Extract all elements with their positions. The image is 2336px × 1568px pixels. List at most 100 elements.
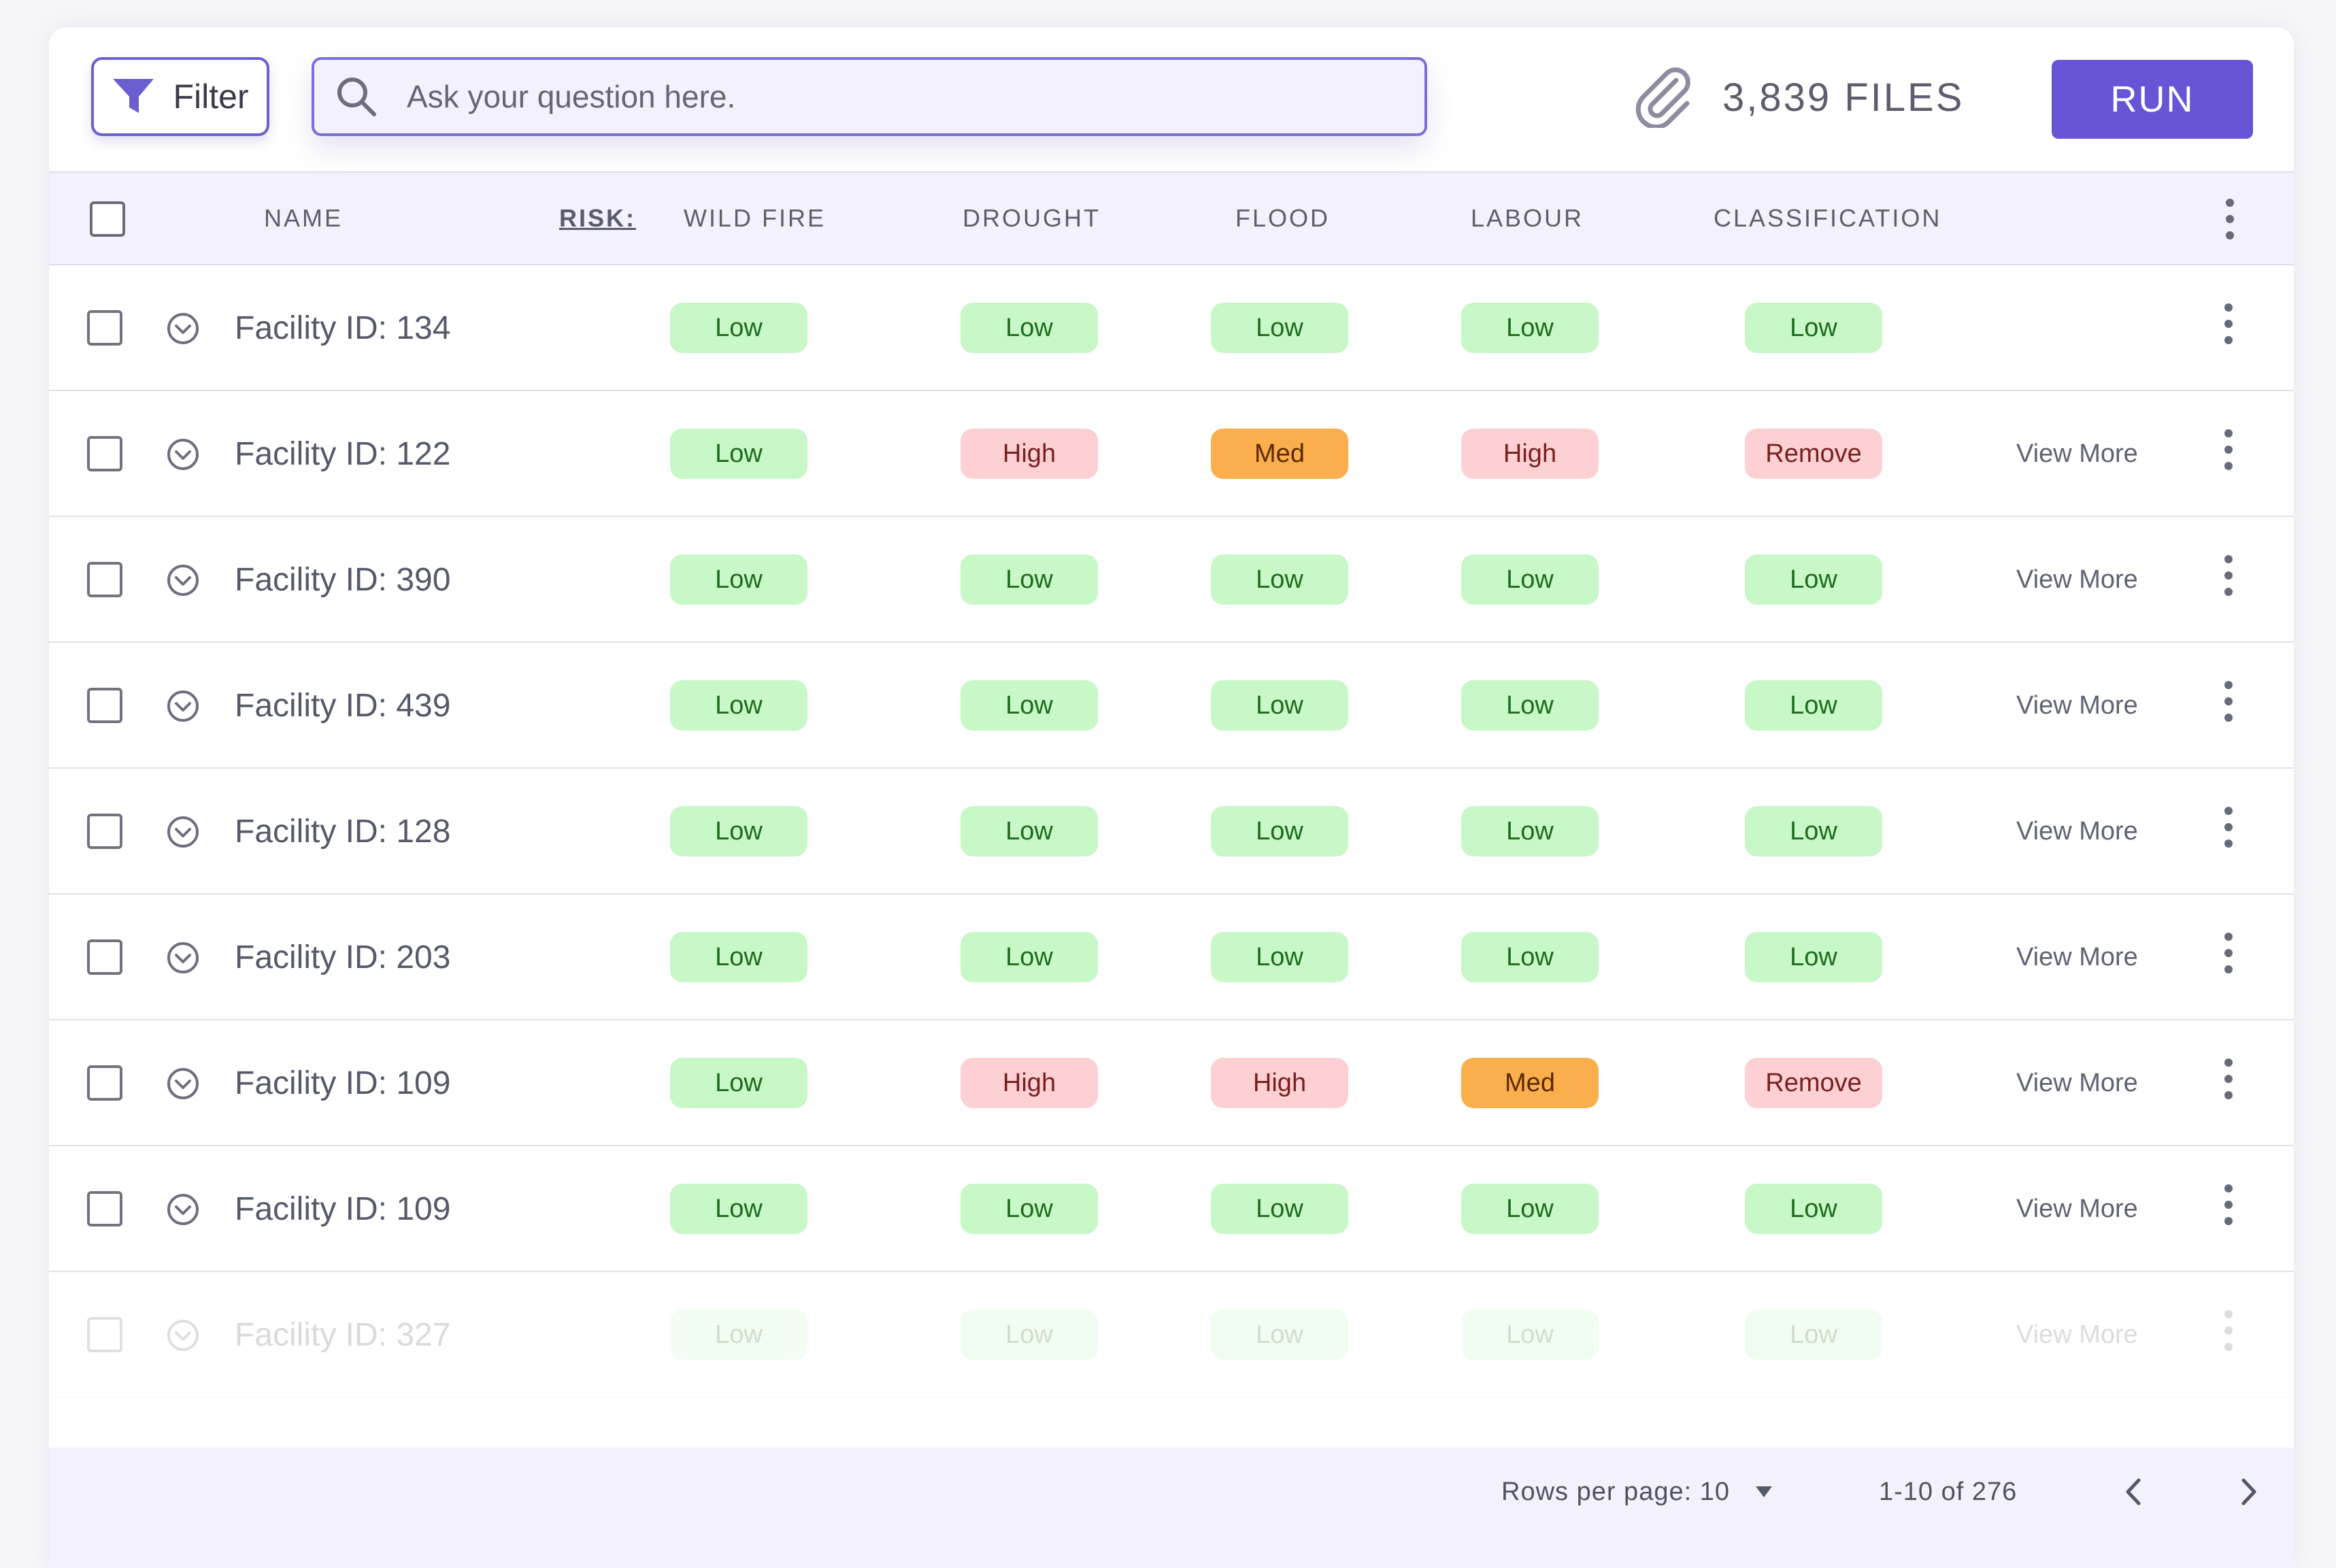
search-icon <box>337 78 376 116</box>
wildfire-risk-badge: Low <box>670 932 807 982</box>
facility-name: Facility ID: 122 <box>235 436 451 472</box>
header-drought[interactable]: DROUGHT <box>963 204 1101 232</box>
wildfire-risk-badge: Low <box>670 1058 807 1108</box>
expand-chevron-icon[interactable] <box>166 815 200 849</box>
classification-risk-badge: Low <box>1745 680 1882 731</box>
row-checkbox[interactable] <box>87 939 122 975</box>
classification-risk-badge: Remove <box>1745 429 1882 479</box>
expand-chevron-icon[interactable] <box>166 437 200 471</box>
filter-button[interactable]: Filter <box>91 57 269 136</box>
rows-per-page-select[interactable]: Rows per page: 10 <box>1501 1448 1773 1536</box>
row-more-icon[interactable] <box>2222 429 2235 470</box>
table-row[interactable]: Facility ID: 134 Low Low Low Low Low <box>49 265 2294 391</box>
view-more-link[interactable]: View More <box>2016 691 2138 720</box>
table-row[interactable]: Facility ID: 109 Low High High Med Remove View… <box>49 1020 2294 1146</box>
labour-risk-badge: Low <box>1461 1184 1599 1234</box>
header-labour[interactable]: LABOUR <box>1471 204 1584 232</box>
table-row[interactable]: Facility ID: 327 Low Low Low Low Low View More <box>49 1272 2294 1398</box>
run-button[interactable]: RUN <box>2052 60 2253 139</box>
next-page-icon[interactable] <box>2230 1473 2267 1510</box>
search-bar[interactable] <box>312 57 1427 136</box>
view-more-link[interactable]: View More <box>2016 1195 2138 1223</box>
facility-name: Facility ID: 128 <box>235 814 451 850</box>
labour-risk-badge: Low <box>1461 680 1599 731</box>
row-more-icon[interactable] <box>2222 1184 2235 1225</box>
results-card: Filter 3,839 FILES RUN NAME RISK: WILD F… <box>49 27 2294 1568</box>
wildfire-risk-badge: Low <box>670 1310 807 1360</box>
view-more-link[interactable]: View More <box>2016 943 2138 971</box>
flood-risk-badge: Low <box>1211 932 1348 982</box>
header-risk[interactable]: RISK: <box>559 204 636 232</box>
flood-risk-badge: Low <box>1211 1184 1348 1234</box>
page-range: 1-10 of 276 <box>1879 1478 2018 1506</box>
row-checkbox[interactable] <box>87 1065 122 1101</box>
classification-risk-badge: Low <box>1745 1184 1882 1234</box>
expand-chevron-icon[interactable] <box>166 1192 200 1227</box>
header-more-icon[interactable] <box>2223 199 2237 239</box>
row-checkbox[interactable] <box>87 1191 122 1227</box>
prev-page-icon[interactable] <box>2116 1473 2152 1510</box>
wildfire-risk-badge: Low <box>670 429 807 479</box>
row-more-icon[interactable] <box>2222 303 2235 344</box>
row-more-icon[interactable] <box>2222 1310 2235 1351</box>
classification-risk-badge: Low <box>1745 1310 1882 1360</box>
view-more-link[interactable]: View More <box>2016 817 2138 846</box>
drought-risk-badge: Low <box>961 1310 1098 1360</box>
facility-name: Facility ID: 203 <box>235 939 451 975</box>
header-flood[interactable]: FLOOD <box>1235 204 1331 232</box>
facility-name: Facility ID: 134 <box>235 310 451 346</box>
view-more-link[interactable]: View More <box>2016 1069 2138 1097</box>
expand-chevron-icon[interactable] <box>166 1067 200 1101</box>
funnel-icon <box>113 79 154 113</box>
row-more-icon[interactable] <box>2222 681 2235 722</box>
wildfire-risk-badge: Low <box>670 680 807 731</box>
expand-chevron-icon[interactable] <box>166 689 200 723</box>
drought-risk-badge: High <box>961 429 1098 479</box>
row-checkbox[interactable] <box>87 562 122 597</box>
row-more-icon[interactable] <box>2222 1058 2235 1099</box>
table-row[interactable]: Facility ID: 122 Low High Med High Remove View… <box>49 391 2294 517</box>
expand-chevron-icon[interactable] <box>166 941 200 975</box>
row-more-icon[interactable] <box>2222 933 2235 973</box>
view-more-link[interactable]: View More <box>2016 1320 2138 1349</box>
drought-risk-badge: Low <box>961 303 1098 353</box>
row-checkbox[interactable] <box>87 688 122 723</box>
flood-risk-badge: Low <box>1211 680 1348 731</box>
header-classification[interactable]: CLASSIFICATION <box>1714 204 1942 232</box>
table-row[interactable]: Facility ID: 390 Low Low Low Low Low View More <box>49 517 2294 643</box>
wildfire-risk-badge: Low <box>670 303 807 353</box>
labour-risk-badge: High <box>1461 429 1599 479</box>
facility-name: Facility ID: 439 <box>235 688 451 724</box>
row-more-icon[interactable] <box>2222 555 2235 596</box>
header-wildfire[interactable]: WILD FIRE <box>684 204 827 232</box>
row-checkbox[interactable] <box>87 1317 122 1352</box>
header-name[interactable]: NAME <box>264 204 344 232</box>
flood-risk-badge: Low <box>1211 554 1348 605</box>
flood-risk-badge: Med <box>1211 429 1348 479</box>
labour-risk-badge: Low <box>1461 303 1599 353</box>
search-input[interactable] <box>405 78 1361 116</box>
row-more-icon[interactable] <box>2222 807 2235 848</box>
wildfire-risk-badge: Low <box>670 554 807 605</box>
facility-name: Facility ID: 327 <box>235 1317 451 1353</box>
classification-risk-badge: Low <box>1745 806 1882 856</box>
row-checkbox[interactable] <box>87 436 122 471</box>
view-more-link[interactable]: View More <box>2016 565 2138 594</box>
labour-risk-badge: Med <box>1461 1058 1599 1108</box>
row-checkbox[interactable] <box>87 814 122 849</box>
files-indicator: 3,839 FILES <box>1634 67 1964 128</box>
flood-risk-badge: Low <box>1211 1310 1348 1360</box>
select-all-checkbox[interactable] <box>90 201 125 237</box>
caret-down-icon <box>1755 1486 1772 1497</box>
labour-risk-badge: Low <box>1461 1310 1599 1360</box>
expand-chevron-icon[interactable] <box>166 312 200 346</box>
table-row[interactable]: Facility ID: 128 Low Low Low Low Low View More <box>49 769 2294 895</box>
table-row[interactable]: Facility ID: 109 Low Low Low Low Low View More <box>49 1146 2294 1272</box>
expand-chevron-icon[interactable] <box>166 563 200 597</box>
classification-risk-badge: Low <box>1745 554 1882 605</box>
row-checkbox[interactable] <box>87 310 122 346</box>
view-more-link[interactable]: View More <box>2016 439 2138 468</box>
table-row[interactable]: Facility ID: 439 Low Low Low Low Low View More <box>49 643 2294 769</box>
table-row[interactable]: Facility ID: 203 Low Low Low Low Low View More <box>49 895 2294 1020</box>
expand-chevron-icon[interactable] <box>166 1318 200 1352</box>
